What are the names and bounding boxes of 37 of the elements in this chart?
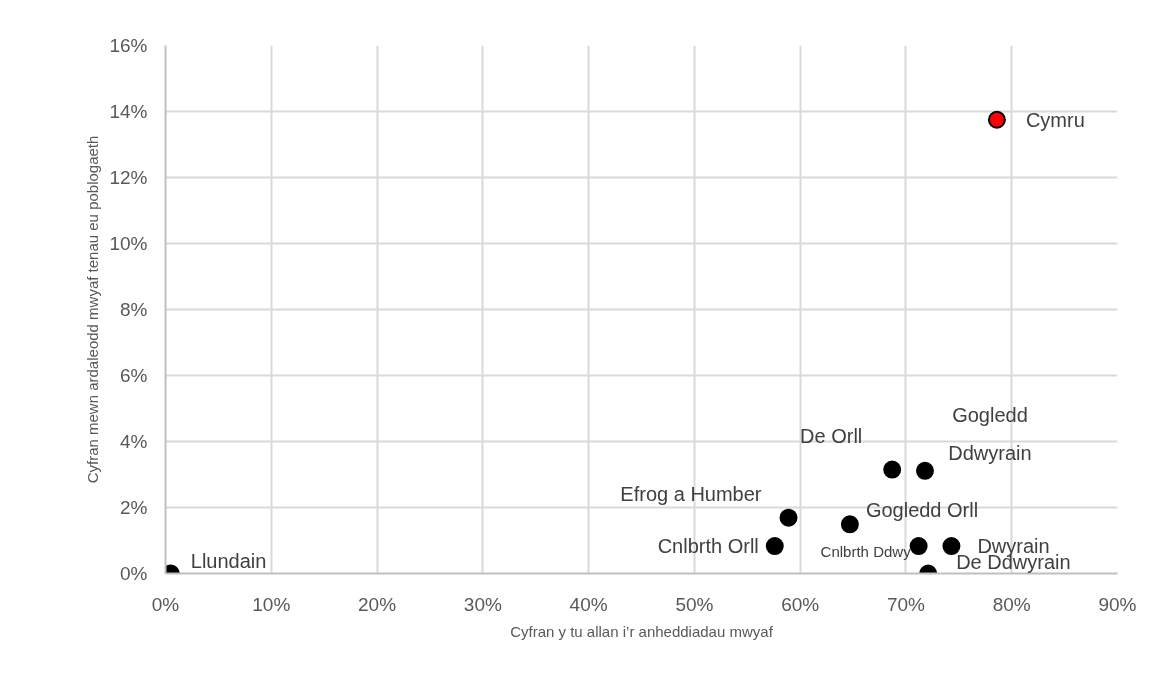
x-axis-title: Cyfran y tu allan i’r anheddiadau mwyaf xyxy=(510,622,774,640)
y-tick-label: 2% xyxy=(120,497,148,518)
x-tick-label: 40% xyxy=(569,593,608,615)
annotation: Cnlbrth Orll xyxy=(657,535,759,558)
x-tick-label: 50% xyxy=(675,593,714,615)
x-tick-label: 70% xyxy=(886,593,926,615)
point xyxy=(987,110,1006,129)
x-tick-label: 10% xyxy=(252,593,291,615)
annotation: Cnlbrth Ddwy xyxy=(820,542,912,560)
annotation: Llundain xyxy=(190,549,267,572)
y-axis-title: Cyfran mewn ardaleodd mwyaf tenau eu poblogaeth xyxy=(84,135,102,484)
point xyxy=(840,515,859,534)
x-tick-label: 60% xyxy=(781,593,820,615)
y-tick-label: 16% xyxy=(109,35,148,56)
x-tick-label: 0% xyxy=(151,593,180,615)
y-tick-label: 4% xyxy=(120,431,148,452)
x-tick-label: 80% xyxy=(992,593,1031,615)
annotation: Gogledd Ddwyrain xyxy=(948,404,1032,464)
point xyxy=(765,537,784,556)
point xyxy=(779,508,798,527)
point xyxy=(915,461,934,480)
y-tick-label: 0% xyxy=(120,563,148,584)
annotation: Efrog a Humber xyxy=(620,482,762,505)
x-tick-label: 90% xyxy=(1098,593,1137,615)
y-tick-label: 10% xyxy=(109,233,148,254)
y-tick-label: 8% xyxy=(120,299,148,320)
y-tick-label: 14% xyxy=(109,101,148,122)
annotation: De Orll xyxy=(800,424,863,447)
y-tick-label: 6% xyxy=(120,365,148,386)
annotation: Cymru xyxy=(1025,108,1085,131)
y-tick-label: 12% xyxy=(109,167,148,188)
point xyxy=(942,537,961,556)
point xyxy=(909,537,928,556)
x-tick-label: 20% xyxy=(358,593,397,615)
x-tick-label: 30% xyxy=(463,593,502,615)
annotation: Gogledd Orll xyxy=(865,499,979,522)
point xyxy=(883,460,902,479)
